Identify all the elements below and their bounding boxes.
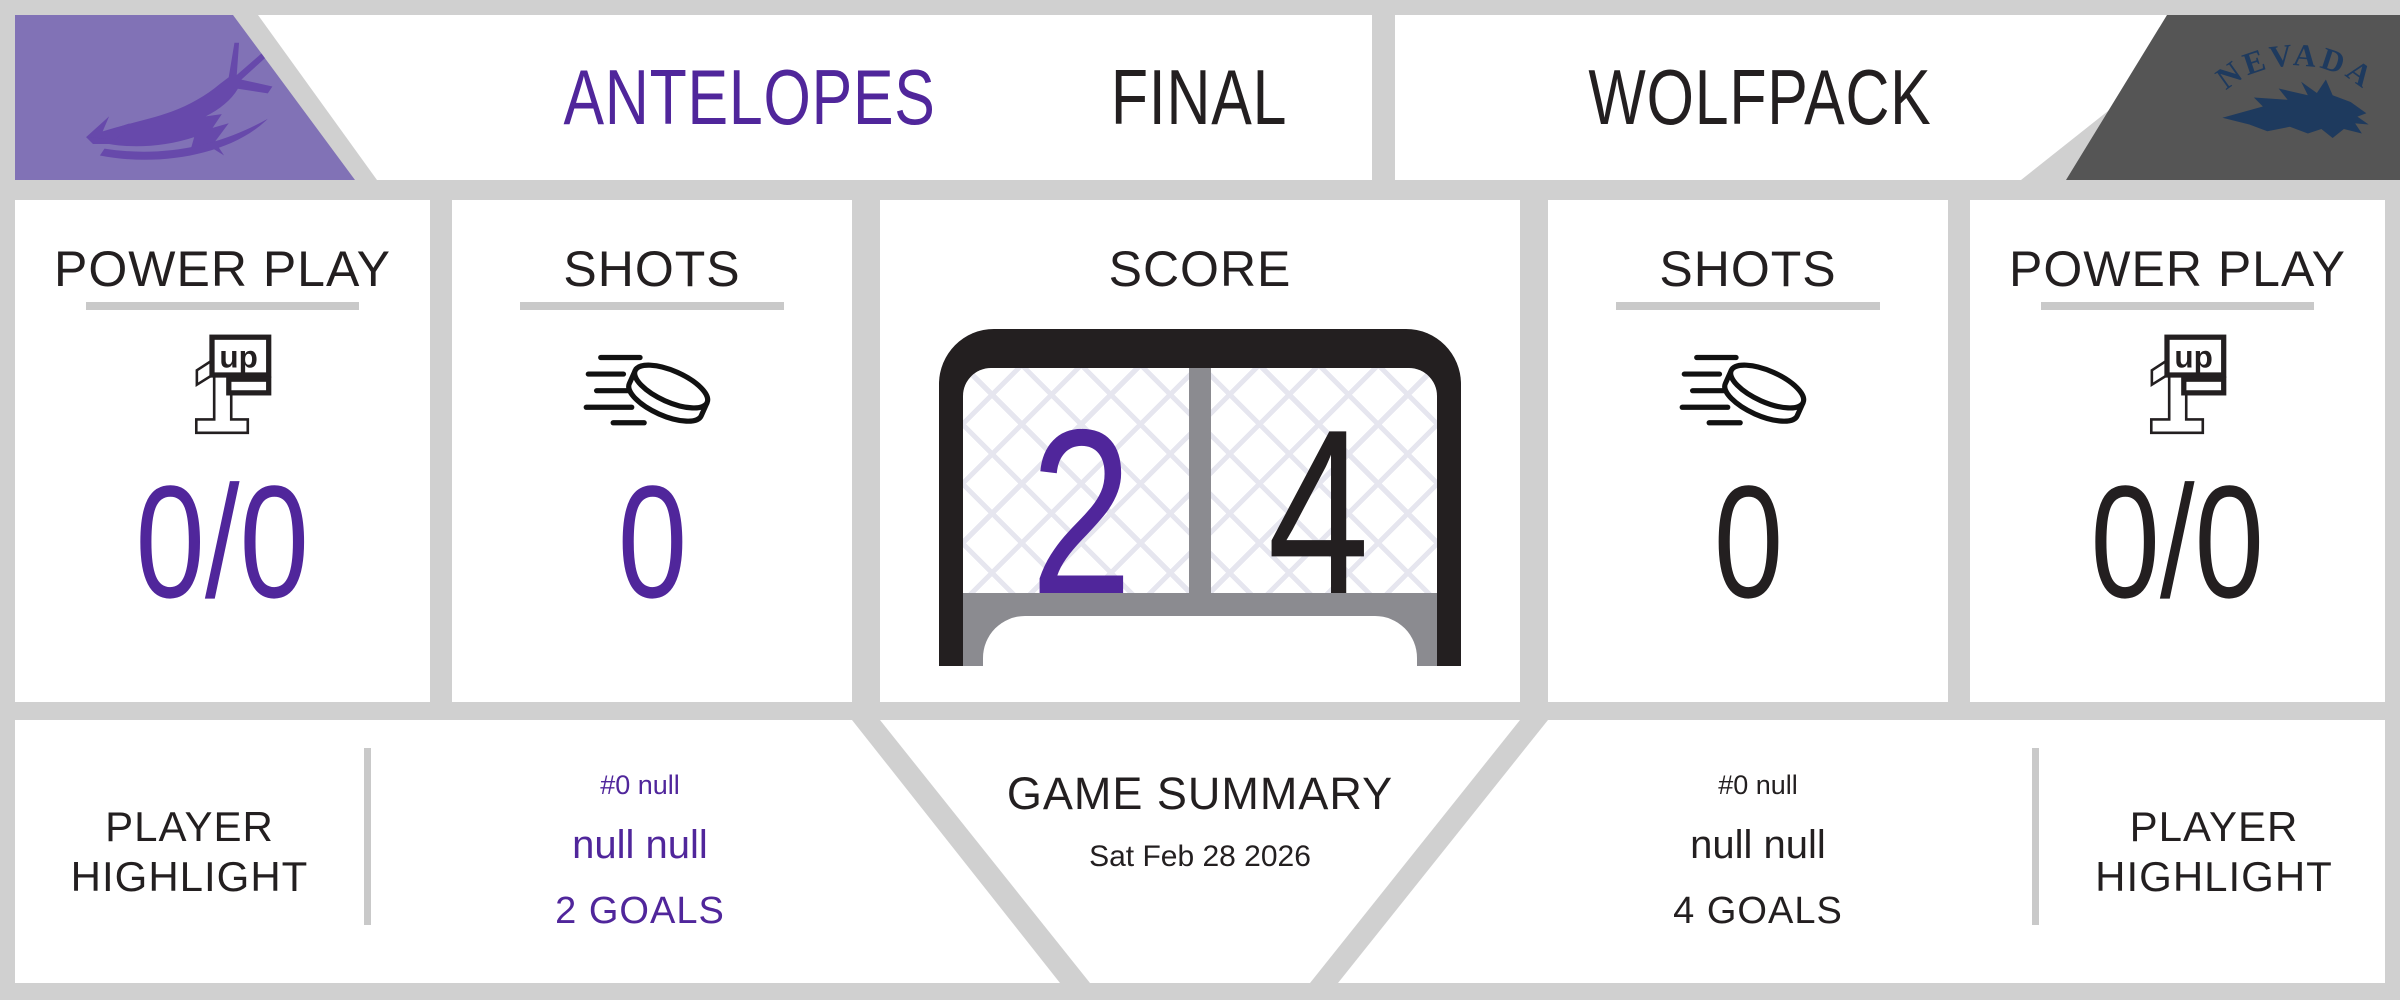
home-score-cell: 2 [963,368,1200,629]
home-power-play-value: 0/0 [135,452,310,631]
away-player-goals: 4 GOALS [1673,890,1843,932]
away-score: 4 [1267,380,1370,643]
hockey-goal-icon: 2 4 [939,329,1461,666]
shots-title: SHOTS [563,241,741,297]
divider [85,302,360,310]
game-summary-title: GAME SUMMARY [1006,768,1394,819]
home-player-number: #0 null [600,770,680,800]
goal-crossbar [963,593,1437,666]
antelope-logo-icon [86,42,273,160]
home-power-play-panel: POWER PLAY 1 up 0/0 [15,200,430,702]
one-up-icon: 1 up [1970,328,2385,443]
flying-puck-icon [1548,328,1948,443]
flying-puck-icon [452,328,852,443]
home-score: 2 [1030,380,1133,643]
away-shots-panel: SHOTS 0 [1548,200,1948,702]
divider [520,302,784,310]
away-highlight-player: #0 null null null 4 GOALS [1498,720,2018,983]
score-title: SCORE [1108,241,1292,297]
score-panel: SCORE 2 4 [880,200,1520,702]
divider [1616,302,1880,310]
nevada-wolf-logo-icon: NEVADA [2209,37,2381,138]
home-player-name: null null [572,823,708,867]
nevada-logo-text: NEVADA [2209,37,2378,96]
home-highlight-player: #0 null null null 2 GOALS [375,720,905,983]
home-team-name-panel: ANTELOPES [258,15,1122,180]
divider [2040,302,2315,310]
home-team-name: ANTELOPES [563,53,936,141]
one-up-suffix: up [219,339,257,375]
away-player-number: #0 null [1718,770,1798,800]
home-player-highlight-panel: PLAYER HIGHLIGHT #0 null null null 2 GOA… [15,720,1060,983]
player-highlight-title: PLAYER HIGHLIGHT [70,802,309,900]
away-shots-value: 0 [1713,452,1783,631]
svg-text:NEVADA: NEVADA [2209,37,2381,96]
player-highlight-title: PLAYER HIGHLIGHT [2095,802,2333,900]
home-shots-value: 0 [617,452,687,631]
away-power-play-panel: POWER PLAY 1 up 0/0 [1970,200,2385,702]
vertical-divider [2032,748,2039,925]
power-play-title: POWER PLAY [2009,241,2346,297]
home-shots-panel: SHOTS 0 [452,200,852,702]
home-player-goals: 2 GOALS [555,890,725,932]
game-status-panel: FINAL [1027,15,1372,180]
game-status: FINAL [1111,53,1288,141]
one-up-icon: 1 up [15,328,430,443]
shots-title: SHOTS [1659,241,1837,297]
away-score-cell: 4 [1200,368,1437,629]
game-date: Sat Feb 28 2026 [1089,840,1311,873]
away-team-name: WOLFPACK [1588,53,1932,141]
goal-center-bar [1189,368,1211,593]
away-player-highlight-panel: #0 null null null 4 GOALS PLAYER HIGHLIG… [1338,720,2385,983]
away-power-play-value: 0/0 [2090,452,2265,631]
vertical-divider [364,748,371,925]
away-player-name: null null [1690,823,1826,867]
power-play-title: POWER PLAY [54,241,391,297]
one-up-suffix: up [2174,339,2212,375]
